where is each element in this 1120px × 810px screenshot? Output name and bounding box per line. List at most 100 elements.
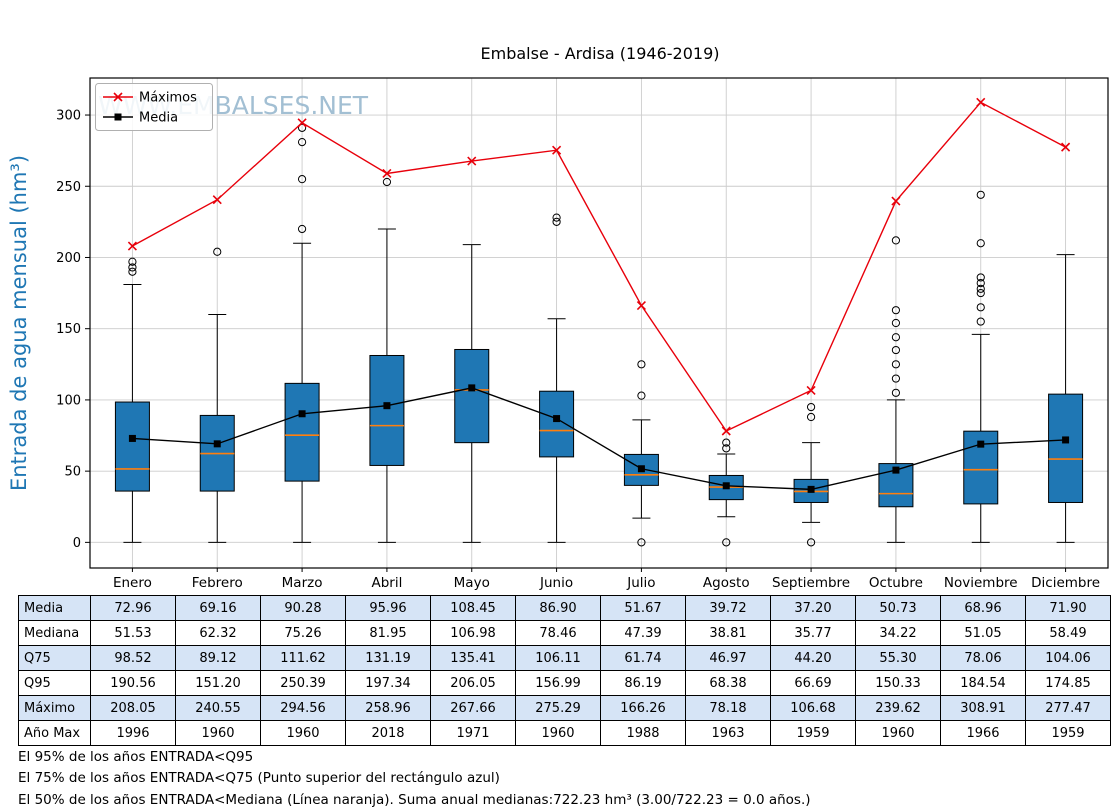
table-cell: 267.66 xyxy=(430,695,516,721)
outlier-marker xyxy=(806,538,816,547)
boxplot xyxy=(284,123,320,543)
outlier-marker xyxy=(637,538,646,547)
table-cell: 197.34 xyxy=(345,670,431,696)
outlier-marker xyxy=(976,317,985,326)
x-marker xyxy=(636,300,646,311)
x-tick-label: Abril xyxy=(371,575,402,591)
table-cell: 90.28 xyxy=(260,595,346,621)
footnote-q75: El 75% de los años ENTRADA<Q75 (Punto su… xyxy=(18,770,500,786)
x-tick-label: Febrero xyxy=(192,575,243,591)
outlier-marker xyxy=(552,217,561,226)
x-marker xyxy=(382,168,392,179)
table-cell: 37.20 xyxy=(770,595,856,621)
table-cell: 108.45 xyxy=(430,595,516,621)
outlier-marker xyxy=(297,137,307,147)
table-row: Q95 190.56 151.20 250.39 197.34 206.05 156.99 8… xyxy=(18,670,1111,696)
table-cell: 135.41 xyxy=(430,645,516,671)
outlier-marker xyxy=(128,267,137,276)
table-cell: 58.49 xyxy=(1025,620,1111,646)
outlier-marker xyxy=(891,360,901,369)
x-tick-label: Octubre xyxy=(869,575,923,591)
y-tick-label: 200 xyxy=(56,251,81,266)
table-cell: 78.06 xyxy=(940,645,1026,671)
outlier-marker xyxy=(976,288,985,298)
table-cell: 275.29 xyxy=(515,695,601,721)
row-label: Máximo xyxy=(18,695,91,721)
table-cell: 47.39 xyxy=(600,620,686,646)
footnotes: El 95% de los años ENTRADA<Q95 El 75% de… xyxy=(18,748,811,810)
square-marker xyxy=(807,485,815,493)
table-cell: 106.11 xyxy=(515,645,601,671)
table-cell: 72.96 xyxy=(90,595,176,621)
boxplot xyxy=(623,360,659,547)
footnote-q95: El 95% de los años ENTRADA<Q95 xyxy=(18,749,254,765)
outlier-marker xyxy=(382,177,392,187)
table-cell: 44.20 xyxy=(770,645,856,671)
y-tick-label: 250 xyxy=(56,180,81,195)
table-cell: 131.19 xyxy=(345,645,431,671)
table-row: Año Max 1996 1960 1960 2018 1971 1960 1988 1963 1… xyxy=(18,720,1111,746)
table-cell: 95.96 xyxy=(345,595,431,621)
square-marker xyxy=(722,482,730,490)
y-tick-label: 100 xyxy=(56,393,81,408)
x-marker xyxy=(721,426,731,436)
boxplot xyxy=(454,244,490,543)
outlier-marker xyxy=(976,303,985,312)
table-cell: 1960 xyxy=(515,720,601,746)
outlier-marker xyxy=(128,257,137,266)
boxplot xyxy=(539,213,575,543)
table-cell: 86.19 xyxy=(600,670,686,696)
y-tick-label: 0 xyxy=(73,536,81,551)
x-tick-label: Junio xyxy=(539,575,573,591)
table-cell: 78.18 xyxy=(685,695,771,721)
table-cell: 89.12 xyxy=(175,645,261,671)
x-marker xyxy=(552,145,562,155)
table-cell: 166.26 xyxy=(600,695,686,721)
table-cell: 78.46 xyxy=(515,620,601,646)
outlier-marker xyxy=(722,438,731,447)
table-cell: 184.54 xyxy=(940,670,1026,696)
table-cell: 34.22 xyxy=(855,620,941,646)
table-cell: 51.67 xyxy=(600,595,686,621)
square-marker xyxy=(383,402,391,410)
outlier-marker xyxy=(128,263,137,272)
x-tick-label: Enero xyxy=(113,575,152,591)
table-cell: 1966 xyxy=(940,720,1026,746)
outlier-marker xyxy=(637,391,646,400)
boxplot xyxy=(199,247,235,543)
table-cell: 151.20 xyxy=(175,670,261,696)
table-cell: 156.99 xyxy=(515,670,601,696)
series-line xyxy=(132,387,1066,491)
square-marker xyxy=(637,465,645,473)
boxplot xyxy=(878,236,914,543)
legend-label-media: Media xyxy=(139,111,178,126)
table-cell: 1960 xyxy=(175,720,261,746)
outlier-marker xyxy=(891,333,901,342)
x-marker xyxy=(212,195,222,205)
table-cell: 1996 xyxy=(90,720,176,746)
square-marker xyxy=(553,415,561,423)
outlier-marker xyxy=(297,175,307,184)
table-cell: 240.55 xyxy=(175,695,261,721)
row-label: Año Max xyxy=(18,720,91,746)
table-cell: 106.98 xyxy=(430,620,516,646)
x-tick-label: Noviembre xyxy=(944,575,1018,591)
table-cell: 1963 xyxy=(685,720,771,746)
outlier-marker xyxy=(976,279,985,288)
outlier-marker xyxy=(976,284,985,293)
x-tick-label: Marzo xyxy=(282,575,323,591)
row-label: Mediana xyxy=(18,620,91,646)
table-row: Q75 98.52 89.12 111.62 131.19 135.41 106.11 61.… xyxy=(18,645,1111,671)
x-marker xyxy=(1061,142,1071,152)
table-cell: 68.96 xyxy=(940,595,1026,621)
boxplot xyxy=(1048,254,1084,543)
x-marker xyxy=(976,97,986,107)
series-line xyxy=(132,101,1066,432)
table-cell: 1959 xyxy=(770,720,856,746)
table-cell: 46.97 xyxy=(685,645,771,671)
x-tick-label: Mayo xyxy=(454,575,490,591)
outlier-marker xyxy=(806,412,816,422)
outlier-marker xyxy=(637,360,646,369)
table-row: Máximo 208.05 240.55 294.56 258.96 267.66 275.… xyxy=(18,695,1111,721)
square-marker xyxy=(298,410,306,418)
